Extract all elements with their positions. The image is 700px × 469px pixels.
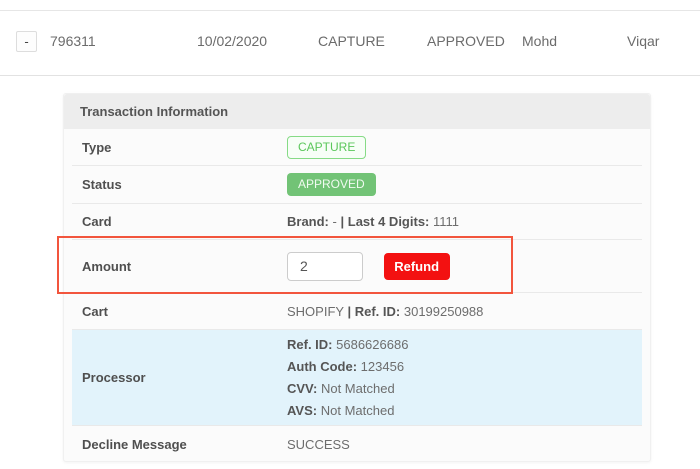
processor-value: Ref. ID: 5686626686 Auth Code: 123456 CV…	[287, 336, 409, 418]
row-processor-label: Processor	[82, 370, 146, 385]
cell-last-name: Viqar	[627, 33, 660, 49]
type-badge: CAPTURE	[287, 135, 367, 159]
row-amount: Amount Refund	[72, 240, 642, 293]
row-type-label: Type	[82, 139, 112, 155]
refund-button[interactable]: Refund	[383, 252, 450, 280]
row-decline-label: Decline Message	[82, 436, 187, 452]
cart-value: SHOPIFY | Ref. ID: 30199250988	[287, 303, 484, 319]
row-card-label: Card	[82, 214, 112, 229]
card-value: Brand: - | Last 4 Digits: 1111	[287, 214, 460, 229]
decline-value: SUCCESS	[287, 436, 350, 452]
row-cart: Cart SHOPIFY | Ref. ID: 30199250988	[72, 293, 642, 330]
row-card: Card Brand: - | Last 4 Digits: 1111	[72, 204, 642, 240]
transaction-details-table: Type CAPTURE Status APPROVED Card Brand:…	[72, 129, 642, 462]
row-type: Type CAPTURE	[72, 129, 642, 166]
cell-first-name: Mohd	[522, 33, 558, 49]
cell-transaction-id: 796311	[50, 33, 96, 49]
divider	[0, 75, 700, 76]
row-status-label: Status	[82, 177, 122, 192]
transaction-information-panel: Transaction Information Type CAPTURE Sta…	[63, 93, 651, 462]
cell-status: APPROVED	[427, 33, 505, 49]
cell-date: 10/02/2020	[197, 33, 268, 49]
row-status: Status APPROVED	[72, 166, 642, 204]
status-badge: APPROVED	[287, 173, 376, 196]
collapse-row-button[interactable]: -	[16, 31, 37, 52]
divider	[0, 10, 700, 11]
row-amount-label: Amount	[82, 258, 132, 274]
refund-amount-input[interactable]	[287, 251, 363, 281]
row-cart-label: Cart	[82, 303, 109, 319]
row-decline-message: Decline Message SUCCESS	[72, 426, 642, 462]
cell-type: CAPTURE	[318, 33, 385, 49]
panel-title: Transaction Information	[64, 94, 650, 129]
row-processor: Processor Ref. ID: 5686626686 Auth Code:…	[72, 330, 642, 426]
